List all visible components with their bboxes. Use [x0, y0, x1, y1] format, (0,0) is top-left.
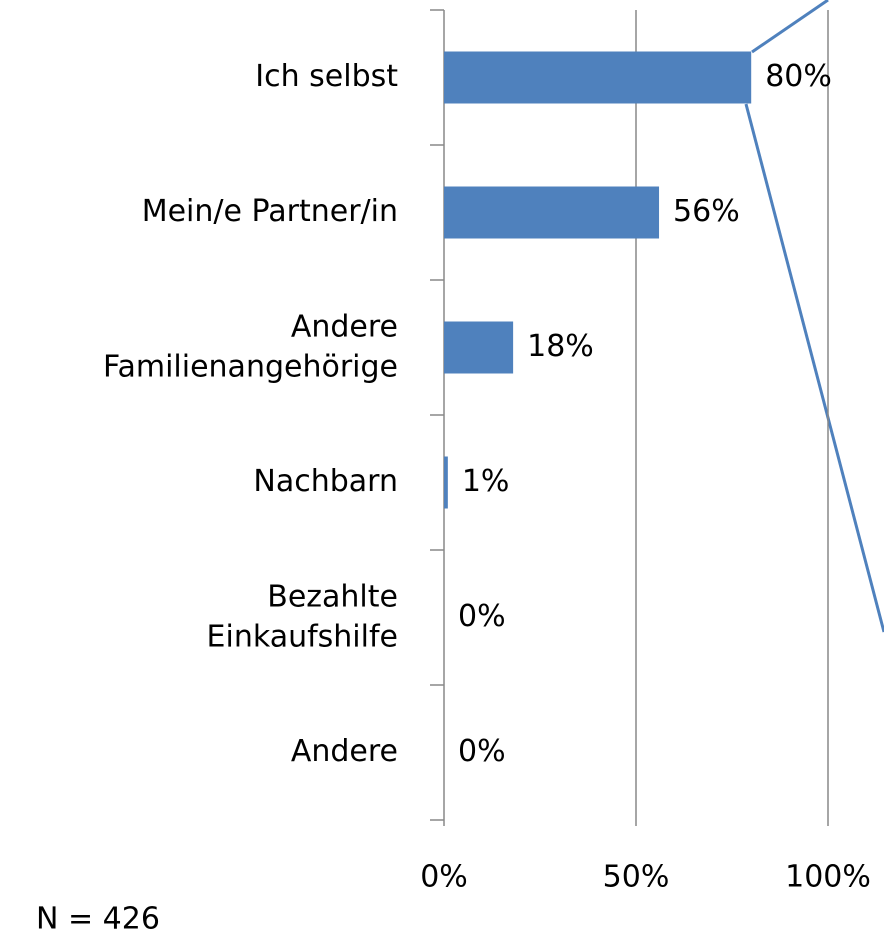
value-label: 0% — [458, 734, 506, 769]
bar — [444, 51, 752, 104]
bar — [444, 456, 448, 509]
value-label: 1% — [462, 464, 510, 499]
callout-line — [744, 103, 884, 633]
y-tick-label: Andere — [291, 734, 398, 769]
y-tick-label: Ich selbst — [255, 59, 398, 94]
bar — [444, 321, 514, 374]
x-tick-label: 100% — [785, 860, 871, 895]
value-label: 0% — [458, 599, 506, 634]
x-tick-label: 0% — [420, 860, 468, 895]
sample-note: N = 426 — [36, 902, 160, 937]
value-label: 56% — [673, 194, 740, 229]
callout-line — [751, 0, 829, 54]
y-tick-label: Mein/e Partner/in — [142, 194, 398, 229]
y-tick-label: Bezahlte Einkaufshilfe — [207, 579, 398, 654]
value-label: 80% — [765, 59, 832, 94]
y-tick-label: Nachbarn — [253, 464, 398, 499]
x-tick-label: 50% — [603, 860, 670, 895]
bar — [444, 186, 660, 239]
value-label: 18% — [527, 329, 594, 364]
y-tick-label: Andere Familienangehörige — [103, 309, 398, 384]
